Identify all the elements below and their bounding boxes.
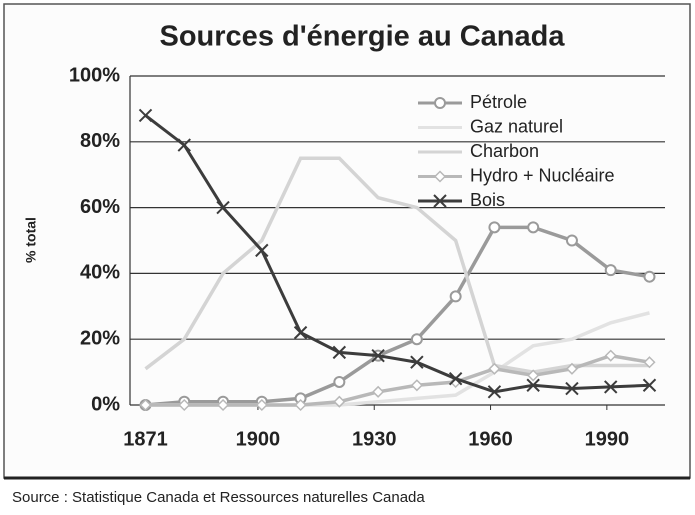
point xyxy=(294,398,307,412)
x-tick-label: 1930 xyxy=(352,428,397,450)
point xyxy=(216,398,230,412)
point xyxy=(565,234,578,247)
series-line xyxy=(145,225,650,407)
point xyxy=(604,349,617,362)
point xyxy=(139,398,152,412)
y-tick-label: 80% xyxy=(80,130,120,152)
point xyxy=(410,355,424,369)
point xyxy=(255,398,268,412)
point xyxy=(333,375,346,388)
series-line xyxy=(144,114,650,394)
point xyxy=(177,138,191,152)
point xyxy=(527,369,540,382)
point xyxy=(643,356,656,369)
y-tick-label: 60% xyxy=(80,196,120,218)
point xyxy=(526,378,540,392)
source: Source : Statistique Canada et Ressource… xyxy=(12,489,425,506)
point xyxy=(332,345,347,360)
point xyxy=(488,221,501,234)
point xyxy=(216,200,230,215)
legend-label: Pétrole xyxy=(470,92,527,112)
point xyxy=(642,378,657,392)
point xyxy=(371,348,385,363)
point xyxy=(333,395,346,408)
x-tick-label: 1990 xyxy=(585,428,630,450)
point xyxy=(449,290,462,303)
legend-label: Gaz naturel xyxy=(470,116,563,136)
point xyxy=(255,243,269,258)
point xyxy=(604,264,617,277)
y-tick-label: 100% xyxy=(69,64,120,86)
point xyxy=(178,398,191,412)
y-tick-label: 0% xyxy=(91,393,120,415)
y-tick-label: 20% xyxy=(80,327,120,349)
legend-label: Hydro + Nucléaire xyxy=(470,165,615,185)
x-tick-label: 1871 xyxy=(123,428,168,450)
series-line xyxy=(145,353,650,407)
x-tick-label: 1900 xyxy=(236,428,281,450)
point xyxy=(488,362,501,375)
point xyxy=(565,381,579,396)
point xyxy=(487,385,502,399)
legend-marker xyxy=(433,170,447,183)
legend-label: Bois xyxy=(470,190,505,210)
legend-marker xyxy=(433,194,447,208)
chart-title: Sources d'énergie au Canada xyxy=(160,21,566,53)
point xyxy=(448,371,463,386)
point xyxy=(138,108,153,123)
y-tick-label: 40% xyxy=(80,262,120,284)
legend-label: Charbon xyxy=(470,141,539,161)
point xyxy=(643,270,656,283)
point xyxy=(410,379,423,392)
point xyxy=(372,385,385,398)
point xyxy=(565,362,579,375)
point xyxy=(410,333,423,346)
series-line xyxy=(144,156,650,374)
y-axis-label: % total xyxy=(23,217,39,263)
legend-marker xyxy=(434,97,446,109)
point xyxy=(293,325,308,340)
x-tick-label: 1960 xyxy=(468,428,513,450)
point xyxy=(604,380,618,394)
point xyxy=(527,221,540,234)
